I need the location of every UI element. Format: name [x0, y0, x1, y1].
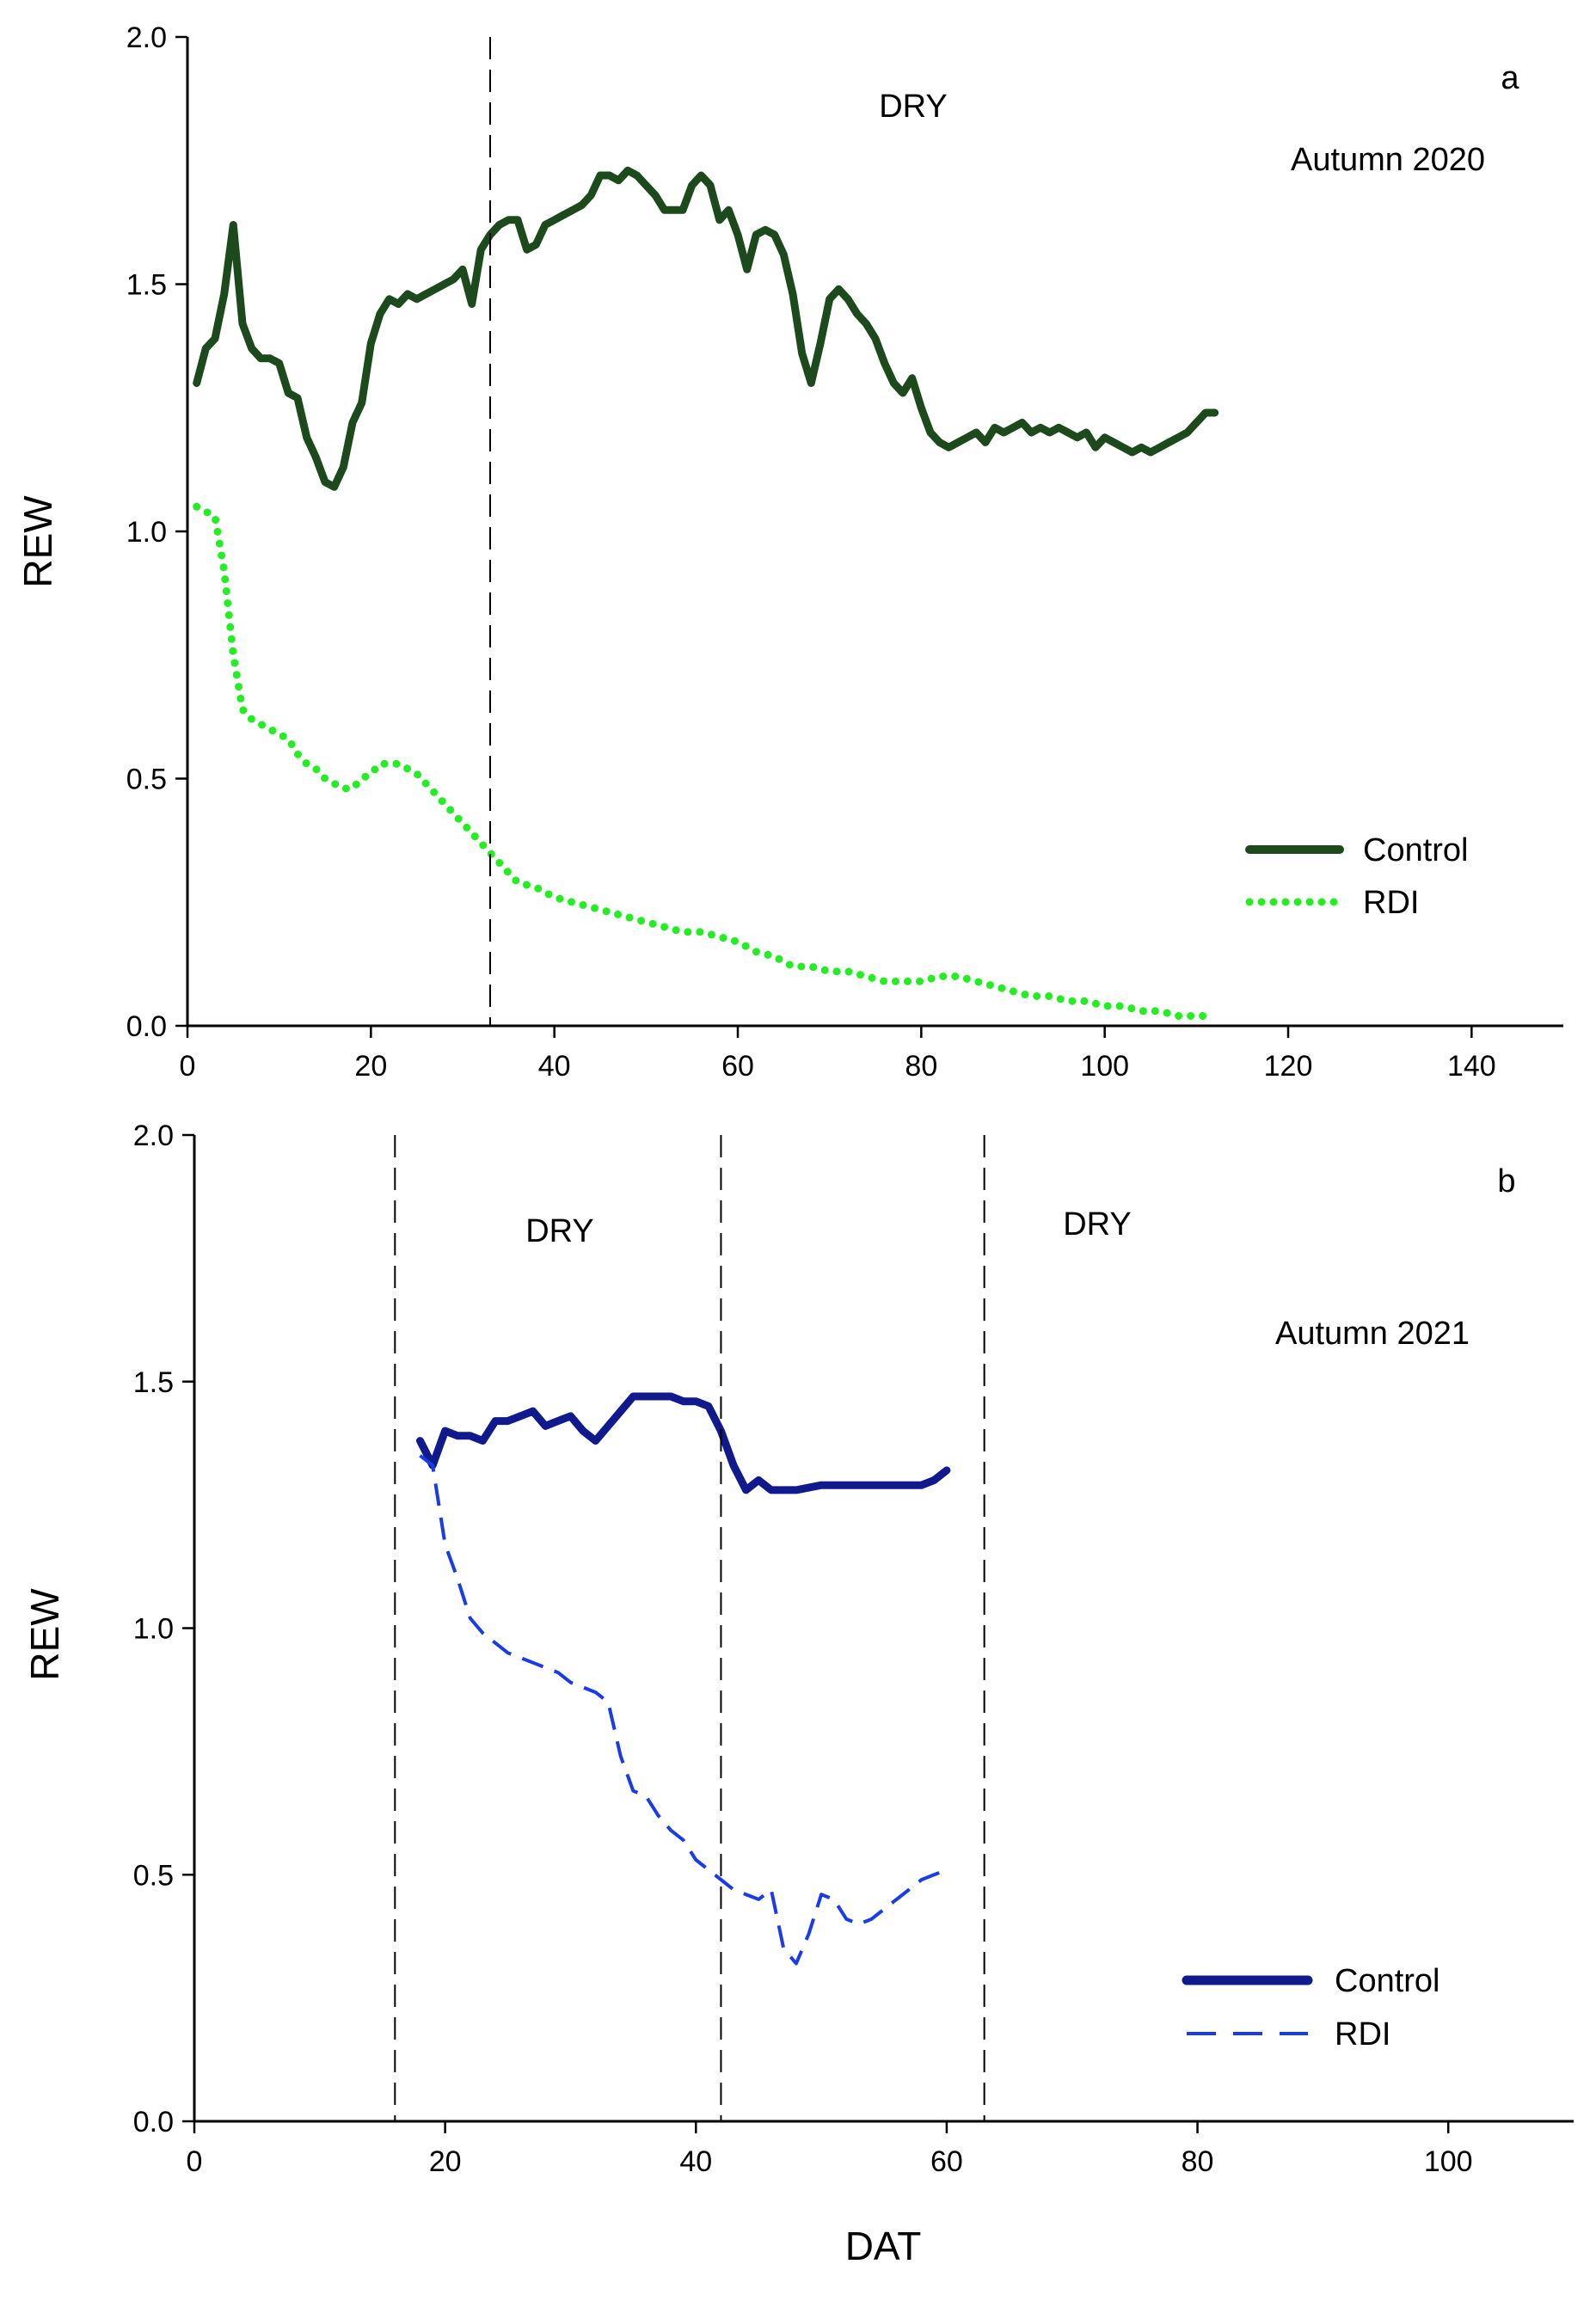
panel-a-x-tick-label: 60: [721, 1050, 754, 1083]
panel-a-y-tick-label: 0.0: [126, 1010, 167, 1043]
panel-a-y-axis-title: REW: [15, 495, 60, 588]
panel-b-control-series-line: [416, 1392, 951, 1494]
panel-a-axes: [186, 37, 1563, 1028]
panel-b-x-tick-label: 0: [187, 2145, 203, 2178]
panel-b-dry-label-1: DRY: [525, 1213, 594, 1249]
panel-a-x-tick-label: 80: [905, 1050, 937, 1083]
panel-b-series-layer: [416, 1392, 951, 1966]
panel-a-rdi-series-line: [193, 502, 1210, 1020]
panel-b-y-tick-label: 0.5: [133, 1859, 174, 1892]
panel-b-x-tick-label: 100: [1424, 2145, 1473, 2178]
panel-a-y-tick-label: 1.5: [126, 269, 167, 302]
panel-b-rdi-series-line: [419, 1454, 948, 1966]
panel-b-legend-rdi-label: RDI: [1335, 2016, 1390, 2052]
panel-b-panel-letter: b: [1497, 1163, 1515, 1200]
panel-a-legend-control-label: Control: [1363, 832, 1469, 868]
panel-b-y-tick-label: 1.0: [133, 1613, 174, 1646]
panel-b-x-axis-title: DAT: [845, 2224, 922, 2268]
panel-a-x-tick-label: 20: [354, 1050, 387, 1083]
panel-a-x-tick-label: 0: [180, 1050, 196, 1083]
panel-b-y-tick-label: 1.5: [133, 1366, 174, 1399]
panel-a-x-tick-label: 140: [1447, 1050, 1496, 1083]
panel-b-x-tick-label: 40: [679, 2145, 712, 2178]
panel-a-y-tick-label: 1.0: [126, 516, 167, 549]
panel-b-legend-control-label: Control: [1335, 1963, 1440, 1999]
panel-a-series-layer: [193, 166, 1219, 1020]
panel-a-x-tick-label: 100: [1080, 1050, 1129, 1083]
panel-b-y-tick-label: 0.0: [133, 2106, 174, 2138]
panel-a-x-tick-label: 40: [538, 1050, 571, 1083]
panel-a-tick-layer: 0 20 40 60 80 100 120 140 0.0 0.5 1.0 1.5 2.0: [126, 21, 1496, 1083]
panel-b-autumn-2021: 0 20 40 60 80 100 0.0 0.5 1.0 1.5 2.0 REW DAT b DR…: [22, 1120, 1574, 2268]
panel-b-y-tick-label: 2.0: [133, 1120, 174, 1152]
panel-b-dry-label-2: DRY: [1063, 1206, 1132, 1243]
panel-a-legend-rdi-label: RDI: [1363, 885, 1419, 921]
panel-a-legend: Control RDI: [1245, 832, 1469, 921]
panel-a-y-tick-label: 0.5: [126, 764, 167, 796]
panel-b-season-label: Autumn 2021: [1275, 1316, 1470, 1352]
panel-a-dry-label: DRY: [879, 89, 948, 125]
panel-a-control-series-line: [193, 166, 1219, 491]
panel-b-dry-period-dividers: [394, 1135, 985, 2121]
panel-b-x-tick-label: 60: [930, 2145, 963, 2178]
panel-b-x-tick-label: 80: [1182, 2145, 1214, 2178]
panel-b-y-axis-title: REW: [22, 1588, 67, 1681]
panel-b-tick-layer: 0 20 40 60 80 100 0.0 0.5 1.0 1.5 2.0: [133, 1120, 1473, 2178]
panel-a-y-tick-label: 2.0: [126, 21, 167, 54]
panel-a-season-label: Autumn 2020: [1291, 142, 1485, 178]
panel-b-x-tick-label: 20: [429, 2145, 462, 2178]
panel-b-legend: Control RDI: [1182, 1963, 1440, 2052]
panel-a-panel-letter: a: [1501, 60, 1519, 96]
panel-a-x-tick-label: 120: [1264, 1050, 1313, 1083]
